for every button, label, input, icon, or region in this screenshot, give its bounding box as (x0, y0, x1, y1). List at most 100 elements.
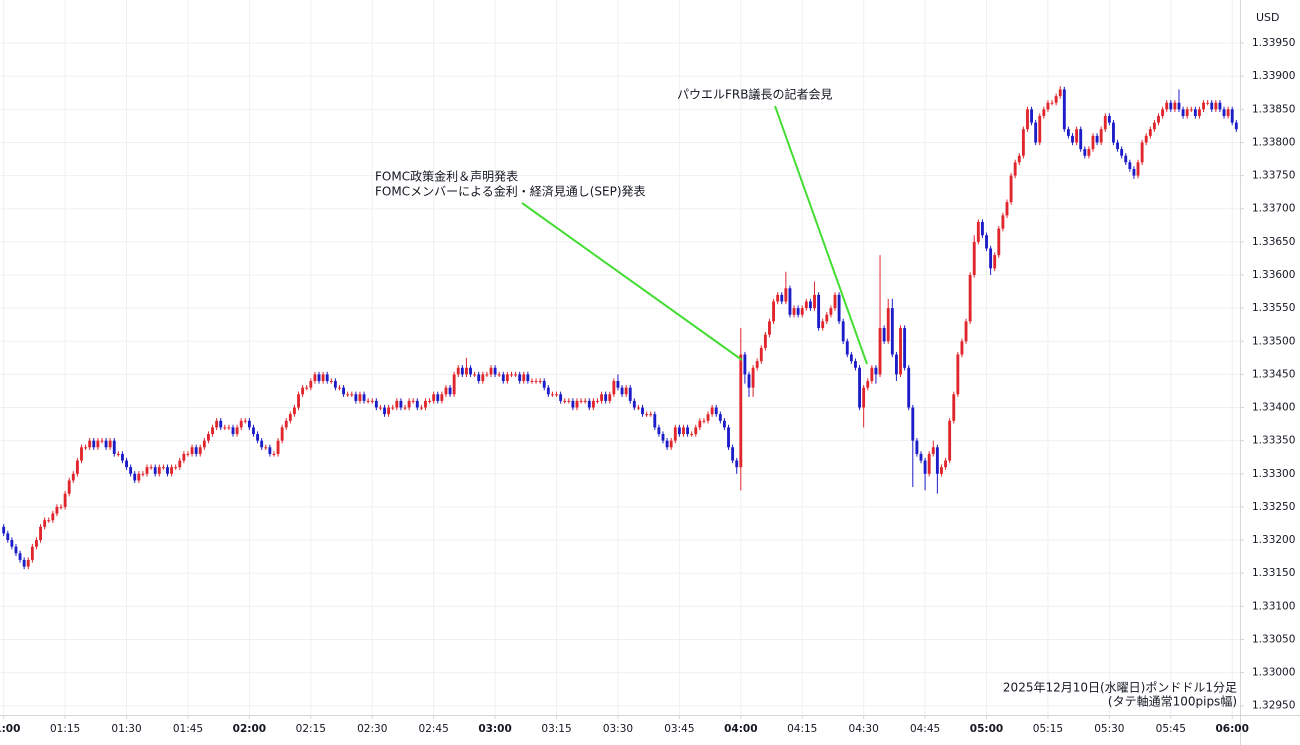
y-tick-label: 1.33950 (1252, 37, 1295, 49)
candle-body (825, 314, 829, 322)
currency-box (1244, 6, 1284, 30)
candle-body (1165, 102, 1169, 110)
candle-body (235, 427, 239, 435)
candle-body (706, 414, 710, 421)
candle-body (555, 394, 558, 396)
candle-body (579, 400, 583, 402)
candle-body (546, 387, 550, 395)
x-tick-label: 05:45 (1156, 723, 1186, 735)
candle-body (1017, 155, 1021, 163)
candle-body (161, 467, 165, 469)
candle-body (293, 407, 296, 415)
candle-body (125, 460, 128, 468)
candle-body (411, 400, 415, 402)
candle-body (26, 559, 30, 567)
candle-body (911, 407, 915, 441)
candle-body (616, 381, 620, 388)
candle-body (1128, 162, 1132, 169)
candle-body (223, 427, 227, 429)
annotation-text: FOMCメンバーによる金利・経済見通し(SEP)発表 (375, 184, 646, 199)
candle-body (956, 354, 960, 395)
candle-body (272, 453, 276, 455)
candle-body (112, 440, 116, 454)
candle-body (231, 427, 235, 435)
candle-body (350, 394, 354, 396)
candle-body (424, 400, 427, 408)
candle-body (305, 387, 309, 389)
grid (0, 0, 1240, 715)
candle-body (1120, 149, 1124, 156)
candle-body (190, 447, 194, 454)
candle-body (1132, 168, 1136, 176)
candle-body (6, 533, 10, 541)
annotations: FOMC政策金利＆声明発表 FOMCメンバーによる金利・経済見通し(SEP)発表… (375, 87, 868, 365)
candle-body (755, 361, 759, 368)
candle-body (620, 387, 624, 395)
candle-body (473, 374, 477, 376)
y-tick-label: 1.33150 (1252, 567, 1295, 579)
candle-body (682, 427, 685, 435)
candle-body (1210, 102, 1214, 110)
candle-body (35, 540, 38, 547)
candle-body (166, 467, 169, 474)
candle-body (264, 447, 268, 449)
candle-body (362, 394, 366, 401)
candle-body (149, 467, 153, 469)
candle-body (1054, 96, 1058, 103)
candle-body (55, 506, 59, 514)
y-tick-label: 1.33700 (1252, 203, 1295, 215)
candle-body (1112, 122, 1115, 143)
y-tick-label: 1.33050 (1252, 633, 1295, 645)
candle-body (645, 414, 649, 416)
candle-body (88, 440, 92, 448)
candle-body (497, 374, 501, 376)
candle-body (1198, 109, 1201, 116)
candle-body (673, 427, 677, 441)
candle-body (694, 427, 698, 435)
candle-body (1030, 109, 1033, 123)
candle-body (39, 526, 42, 541)
candle-body (841, 321, 845, 342)
candle-body (849, 354, 853, 362)
candle-body (1124, 155, 1128, 163)
candle-body (710, 407, 714, 415)
candle-body (964, 321, 968, 342)
candle-body (534, 381, 538, 383)
candle-body (80, 447, 83, 461)
y-tick-label: 1.33600 (1252, 269, 1295, 281)
candle-body (63, 493, 67, 507)
candle-body (415, 400, 419, 408)
candle-body (870, 367, 874, 382)
candle-body (153, 467, 157, 474)
candle-body (718, 414, 722, 421)
candle-body (2, 526, 6, 534)
candle-body (931, 447, 935, 454)
candle-body (874, 367, 878, 375)
candle-body (1009, 175, 1013, 203)
candle-body (1071, 135, 1074, 143)
candle-body (1202, 102, 1205, 110)
candle-body (96, 440, 100, 448)
candle-body (1152, 122, 1156, 130)
x-tick-label: 03:15 (541, 723, 571, 735)
candle-body (989, 248, 993, 269)
candle-body (391, 407, 395, 409)
candle-body (759, 347, 763, 362)
candle-body (722, 420, 726, 428)
candle-body (763, 334, 767, 348)
candle-body (657, 427, 661, 435)
x-tick-label: 03:00 (478, 723, 511, 735)
candle-body (768, 321, 771, 335)
candle-body (379, 407, 382, 409)
candle-body (256, 434, 260, 441)
candle-body (317, 374, 321, 382)
candle-body (469, 367, 472, 375)
candle-body (1144, 135, 1148, 143)
candle-body (358, 394, 362, 401)
candle-body (30, 546, 34, 560)
candle-body (170, 467, 174, 474)
candle-body (370, 400, 374, 402)
candle-body (899, 328, 902, 375)
y-tick-label: 1.33550 (1252, 302, 1295, 314)
